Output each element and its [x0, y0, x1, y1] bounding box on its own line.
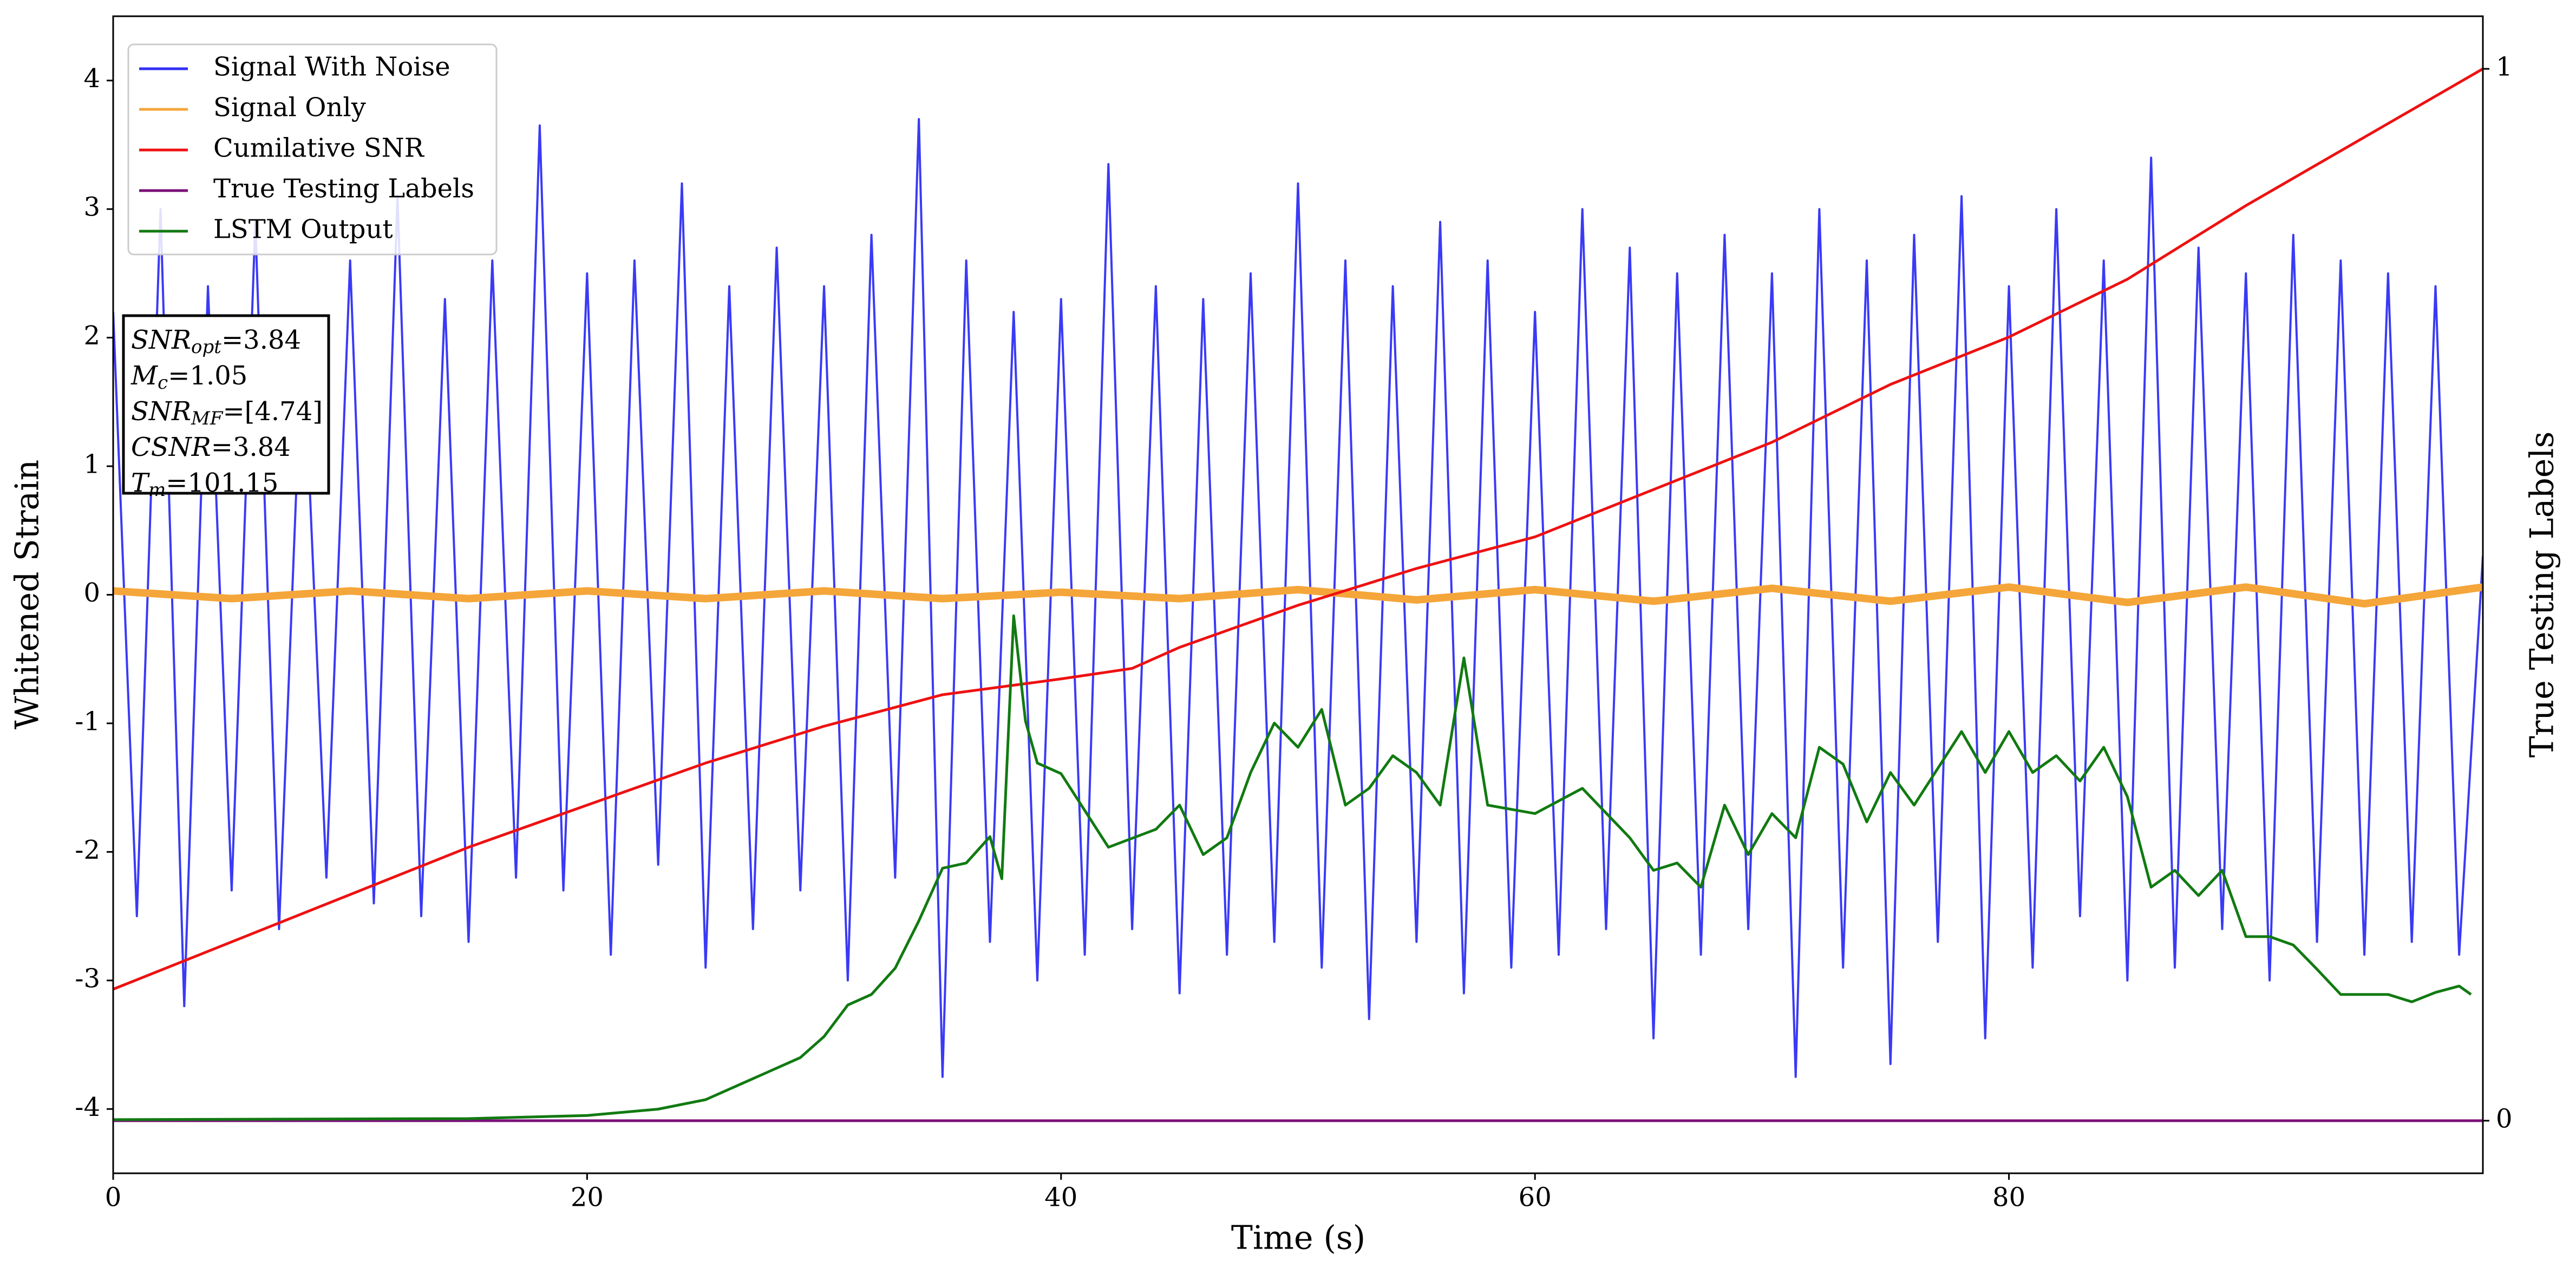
- annotation-line: Tm=101.15: [131, 468, 278, 501]
- annotation-line: SNRopt=3.84: [131, 325, 301, 358]
- y-tick-label: -3: [75, 963, 100, 994]
- annotation-box: [122, 314, 330, 495]
- y-tick-label: -4: [75, 1092, 100, 1122]
- x-axis-label: Time (s): [1231, 1219, 1365, 1257]
- legend-label: True Testing Labels: [213, 174, 474, 204]
- x-tick-label: 0: [105, 1182, 122, 1213]
- annotation-value: =3.84: [211, 432, 291, 462]
- annotation-symbol: CSNR: [131, 432, 211, 462]
- x-tick-label: 60: [1519, 1182, 1552, 1213]
- legend-label: Signal Only: [213, 93, 366, 123]
- annotation-symbol: M: [130, 361, 159, 391]
- annotation-value: =3.84: [221, 325, 301, 355]
- x-tick-label: 80: [1992, 1182, 2025, 1213]
- y2-tick-label: 1: [2496, 52, 2513, 82]
- x-tick-label: 20: [571, 1182, 604, 1213]
- series-line: [113, 614, 2472, 1121]
- plot-frame: [112, 15, 2484, 1174]
- annotation-symbol: SNR: [131, 325, 191, 355]
- y-tick-label: -1: [75, 706, 100, 736]
- legend-label: LSTM Output: [213, 214, 393, 245]
- y-tick-label: 0: [83, 578, 100, 608]
- series-line: [113, 118, 2483, 1078]
- annotation-subscript: c: [158, 372, 168, 394]
- annotation-subscript: MF: [191, 408, 224, 429]
- y-axis-label: Whitened Strain: [9, 460, 47, 729]
- y-tick-label: 4: [83, 63, 100, 94]
- series-line: [113, 583, 2483, 608]
- series-line: [113, 67, 2483, 991]
- annotation-value: =[4.74]: [223, 396, 323, 427]
- y2-tick-label: 0: [2496, 1103, 2513, 1134]
- annotation-line: Mc=1.05: [130, 361, 247, 394]
- x-tick-label: 40: [1044, 1182, 1077, 1213]
- annotation-symbol: T: [131, 468, 150, 498]
- legend-label: Signal With Noise: [213, 52, 450, 82]
- annotation-line: SNRMF=[4.74]: [131, 396, 323, 430]
- y-tick-label: 1: [83, 449, 100, 480]
- annotation-value: =101.15: [166, 468, 278, 498]
- annotation-symbol: SNR: [131, 396, 191, 427]
- y-tick-label: -2: [75, 835, 100, 865]
- legend-label: Cumilative SNR: [213, 133, 425, 164]
- annotation-subscript: opt: [191, 336, 221, 358]
- y2-axis-label: True Testing Labels: [2523, 432, 2561, 758]
- annotation-line: CSNR=3.84: [131, 432, 291, 462]
- y-tick-label: 2: [83, 321, 100, 351]
- annotation-value: =1.05: [168, 361, 247, 391]
- y-tick-label: 3: [83, 192, 100, 223]
- annotation-subscript: m: [148, 479, 166, 501]
- legend-box: [127, 43, 498, 256]
